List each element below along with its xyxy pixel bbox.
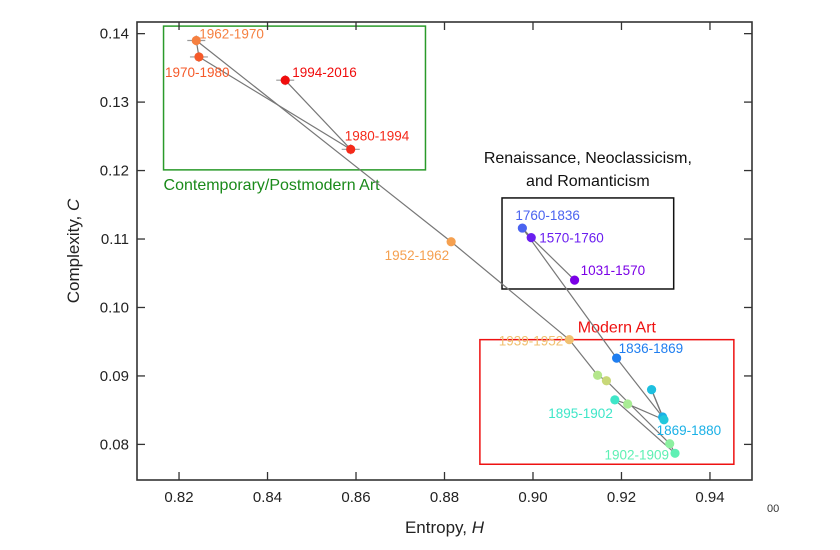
point-labels: 1031-1570 1570-1760 1760-1836 1836-1869 1869… bbox=[165, 26, 721, 462]
data-point-1895-1902 bbox=[610, 395, 620, 405]
x-tick-label: 0.84 bbox=[253, 489, 282, 506]
trajectory-segment bbox=[616, 357, 664, 418]
data-point-p6 bbox=[646, 385, 657, 395]
data-point-1970-1980 bbox=[194, 52, 204, 62]
point-label-1895-1902: 1895-1902 bbox=[548, 406, 613, 421]
region-label-modern: Modern Art bbox=[578, 320, 657, 337]
data-point-1902-1909 bbox=[670, 448, 680, 458]
trajectory-segment bbox=[614, 399, 676, 454]
x-tick-label: 0.92 bbox=[607, 489, 636, 506]
region-box-renaissance bbox=[501, 197, 675, 290]
data-point-p12 bbox=[601, 376, 612, 386]
point-label-1902-1909: 1902-1909 bbox=[604, 447, 669, 462]
y-tick-label: 0.14 bbox=[100, 26, 129, 43]
point-label-1952-1962: 1952-1962 bbox=[385, 248, 450, 263]
trajectory-segment bbox=[606, 380, 671, 445]
trajectory-segment bbox=[450, 241, 570, 341]
data-point-1031-1570 bbox=[569, 275, 580, 285]
x-tick-label: 0.94 bbox=[695, 489, 724, 506]
x-axis-title: Entropy, H bbox=[405, 518, 485, 537]
y-tick-label: 0.08 bbox=[100, 436, 129, 453]
region-box-contemporary bbox=[162, 25, 427, 171]
y-tick-label: 0.10 bbox=[100, 299, 129, 316]
trajectory-segment bbox=[284, 79, 352, 150]
point-label-1970-1980: 1970-1980 bbox=[165, 65, 230, 80]
data-point-p8 bbox=[623, 399, 633, 409]
point-label-1836-1869: 1836-1869 bbox=[619, 341, 684, 356]
trajectory-segment bbox=[568, 339, 599, 376]
point-label-1980-1994: 1980-1994 bbox=[345, 128, 410, 143]
y-tick-label: 0.13 bbox=[100, 94, 129, 111]
point-label-1760-1836: 1760-1836 bbox=[515, 208, 580, 223]
point-label-1962-1970: 1962-1970 bbox=[199, 26, 264, 41]
point-label-1994-2016: 1994-2016 bbox=[292, 65, 357, 80]
y-tick-label: 0.11 bbox=[101, 231, 129, 248]
data-point-1962-1970 bbox=[191, 35, 201, 46]
region-label-renaissance: and Romanticism bbox=[526, 173, 650, 190]
point-label-1869-1880: 1869-1880 bbox=[657, 423, 722, 438]
point-label-1570-1760: 1570-1760 bbox=[539, 231, 604, 246]
x-tick-label: 0.88 bbox=[430, 489, 459, 506]
points-layer bbox=[187, 35, 680, 458]
region-label-renaissance: Renaissance, Neoclassicism, bbox=[484, 150, 692, 167]
data-point-1980-1994 bbox=[346, 144, 356, 154]
x-tick-label: 0.90 bbox=[518, 489, 547, 506]
x-tick-label: 0.82 bbox=[164, 489, 193, 506]
trajectory-segment bbox=[198, 56, 352, 150]
y-axis: 0.08 0.09 0.10 0.11 0.12 0.13 0.14 bbox=[100, 26, 752, 453]
data-point-p7 bbox=[659, 415, 669, 425]
point-label-1939-1952: 1939-1952 bbox=[499, 334, 564, 349]
y-axis-title: Complexity, C bbox=[64, 198, 83, 303]
corner-fragment-text: 00 bbox=[767, 503, 779, 515]
data-point-1952-1962 bbox=[446, 237, 456, 247]
trajectory-segment bbox=[627, 403, 665, 421]
region-label-contemporary: Contemporary/Postmodern Art bbox=[164, 177, 381, 194]
data-point-1836-1869 bbox=[612, 353, 622, 363]
trajectory-segment bbox=[530, 237, 575, 281]
data-point-1570-1760 bbox=[526, 233, 536, 243]
trajectory-segment bbox=[195, 40, 452, 243]
data-point-p11 bbox=[665, 439, 675, 449]
region-box-modern bbox=[479, 338, 735, 466]
x-axis: 0.82 0.84 0.86 0.88 0.90 0.92 0.94 bbox=[164, 22, 725, 506]
y-tick-label: 0.12 bbox=[100, 163, 129, 180]
data-point-p13 bbox=[592, 370, 603, 380]
data-point-1760-1836 bbox=[517, 223, 527, 233]
data-point-1994-2016 bbox=[280, 75, 290, 85]
x-tick-label: 0.86 bbox=[341, 489, 370, 506]
point-label-1031-1570: 1031-1570 bbox=[581, 263, 646, 278]
y-tick-label: 0.09 bbox=[100, 368, 129, 385]
trajectory-segment bbox=[521, 227, 618, 359]
data-point-1939-1952 bbox=[564, 335, 574, 345]
